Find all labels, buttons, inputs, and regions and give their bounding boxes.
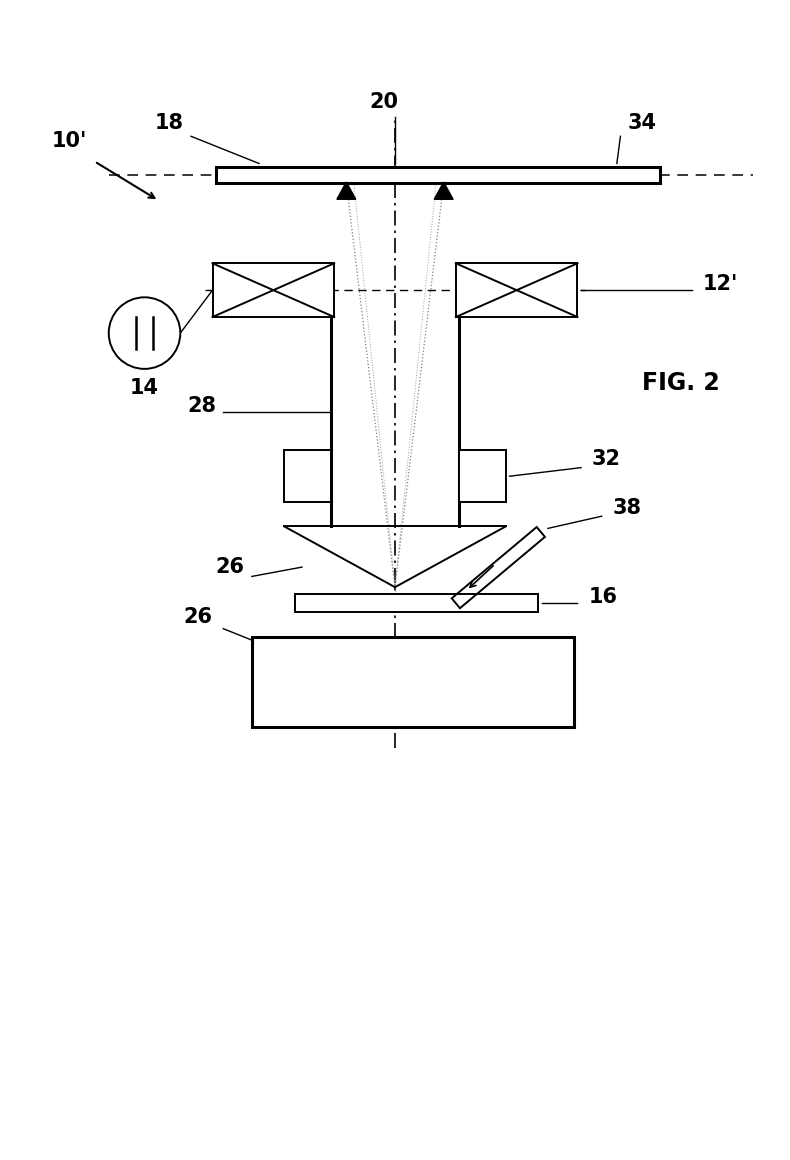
Circle shape bbox=[109, 297, 180, 369]
Text: 26: 26 bbox=[216, 557, 245, 577]
Polygon shape bbox=[337, 182, 356, 200]
Bar bbox=[295, 594, 538, 612]
Bar bbox=[213, 263, 334, 317]
Text: 18: 18 bbox=[155, 114, 184, 133]
Text: FIG. 2: FIG. 2 bbox=[642, 371, 720, 396]
Text: 26: 26 bbox=[184, 607, 213, 626]
Bar bbox=[456, 263, 577, 317]
Text: 38: 38 bbox=[612, 498, 641, 519]
Bar bbox=[216, 167, 660, 183]
Polygon shape bbox=[435, 182, 453, 200]
Text: 14: 14 bbox=[130, 378, 159, 398]
Text: 28: 28 bbox=[187, 396, 216, 415]
Text: 32: 32 bbox=[592, 449, 621, 470]
Bar bbox=[460, 450, 506, 502]
Text: 20: 20 bbox=[370, 92, 399, 111]
Bar bbox=[252, 637, 574, 726]
Bar bbox=[284, 450, 330, 502]
Text: 12': 12' bbox=[703, 274, 738, 295]
Text: 34: 34 bbox=[627, 114, 656, 133]
Text: 10': 10' bbox=[51, 131, 87, 151]
Text: 16: 16 bbox=[589, 587, 617, 607]
